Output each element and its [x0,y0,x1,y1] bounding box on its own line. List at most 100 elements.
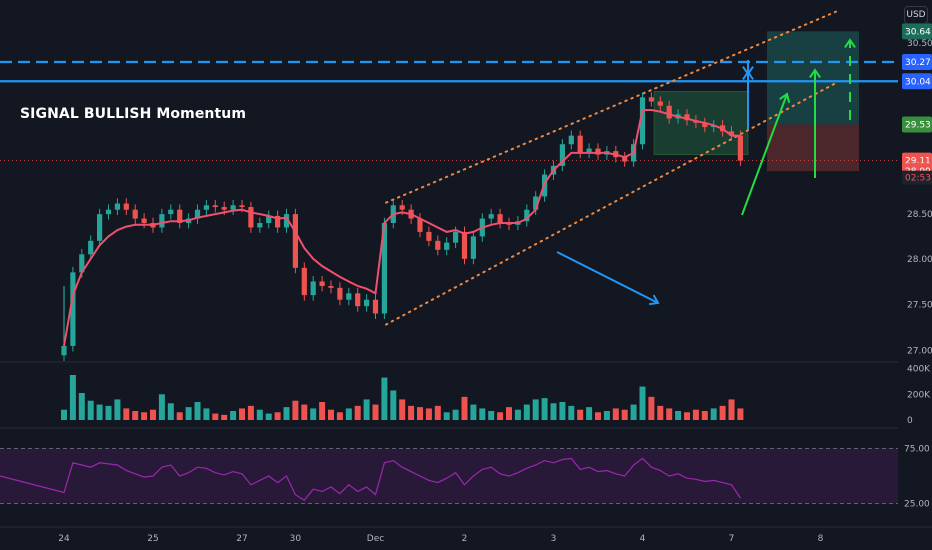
candle-body [639,97,646,145]
volume-bar [69,375,76,420]
volume-bar [78,393,85,420]
arrow-down-right-icon [556,251,659,304]
price-tick-label: 28.50 [907,210,932,220]
arrow-head [844,38,856,48]
volume-bar [728,399,735,420]
rsi-line [0,457,741,501]
candle-body [275,215,281,228]
time-tick-label: 3 [551,534,557,544]
volume-bar [247,405,254,420]
candle-body [310,281,316,296]
candle-body [97,214,103,241]
volume-bar [603,411,610,420]
volume-bar [105,405,112,420]
volume-bar [123,408,130,420]
volume-bar [497,412,504,420]
time-tick-label: 8 [818,534,824,544]
candle-body [194,209,201,219]
volume-bar [639,386,646,420]
volume-bar [452,409,459,420]
candle-body [657,101,663,106]
candle-body [470,236,476,259]
price-tick-label: 28.00 [907,255,932,265]
volume-bar [221,414,228,420]
candle-body [444,242,450,250]
volume-bar [657,405,664,420]
candle-body [586,148,592,153]
volume-tick-label: 0 [907,416,913,426]
stop-zone [767,124,859,172]
volume-bar [506,407,512,420]
candle-body [88,240,94,255]
time-tick-label: 7 [729,534,735,544]
volume-bar [363,399,370,420]
candle-body [577,135,583,153]
volume-bar [559,402,566,420]
volume-bar [568,405,575,420]
volume-bar [541,398,548,420]
volume-bar [550,403,557,420]
candle-body [257,223,263,228]
volume-bar [239,408,245,420]
volume-bar [595,412,601,420]
time-tick-label: 30 [290,534,302,544]
candle-body [212,205,218,208]
candle-body [622,157,628,162]
candle-body [328,286,334,288]
volume-bar [666,408,673,420]
volume-bar [274,412,281,420]
candle-body [355,293,361,307]
volume-bar [390,390,397,420]
candle-body [283,214,290,228]
candle-body [292,214,298,268]
ema-line [63,109,741,347]
volume-bar [630,404,637,420]
candle-body [221,207,227,210]
price-label-badge [902,23,932,40]
volume-bar [185,407,192,420]
volume-bar [87,400,94,420]
volume-bar [310,408,317,420]
candle-body [568,135,574,145]
volume-bar [737,408,744,420]
volume-bar [692,409,699,420]
volume-bar [532,399,539,420]
volume-bar [399,399,406,420]
candle-body [70,272,76,346]
price-label-badge [902,73,932,90]
volume-bar [408,405,415,420]
time-tick-label: 2 [462,534,468,544]
candle-body [301,267,307,296]
candle-body [684,114,690,121]
volume-bar [141,412,148,420]
volume-bar [417,407,423,420]
candle-body [79,254,85,273]
volume-tick-label: 200K [907,390,931,400]
volume-bar [470,404,477,420]
candle-body [666,105,672,119]
volume-bar [443,412,450,420]
volume-bar [710,408,717,420]
volume-bar [158,394,165,420]
volume-bar [114,399,121,420]
candle-body [702,122,708,128]
candle-body [453,231,459,243]
candle-body [177,209,183,224]
arrow-head [648,294,660,306]
volume-bar [203,408,210,420]
time-tick-label: 27 [236,534,247,544]
rsi-band [0,448,898,504]
volume-bar [96,404,103,420]
volume-tick-label: 400K [907,365,931,375]
volume-bar [586,407,593,420]
arrow-up-icon [741,93,788,216]
volume-bar [719,405,726,420]
candle-body [168,209,174,215]
price-tick-label: 27.00 [907,347,932,357]
candle-body [426,231,432,241]
price-label-text: 30.27 [905,58,931,68]
currency-badge[interactable]: USD [904,6,928,24]
candle-body [132,209,138,219]
volume-bar [265,413,272,420]
